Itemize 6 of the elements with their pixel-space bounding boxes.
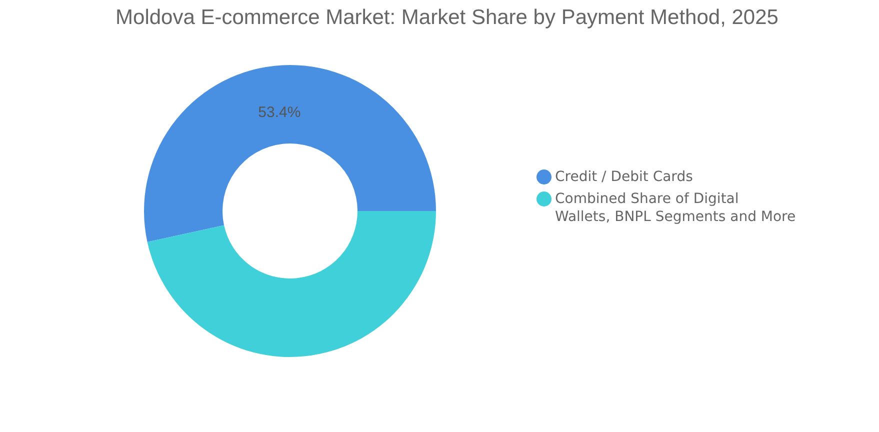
donut-slice: [147, 211, 436, 357]
data-label: 53.4%: [258, 104, 301, 122]
chart-title: Moldova E-commerce Market: Market Share by Payment Method, 2025: [114, 6, 780, 30]
donut-slice: [144, 65, 436, 242]
legend-label: Credit / Debit Cards: [555, 168, 693, 186]
legend-label: Combined Share of Digital Wallets, BNPL Segments and More: [555, 190, 797, 226]
